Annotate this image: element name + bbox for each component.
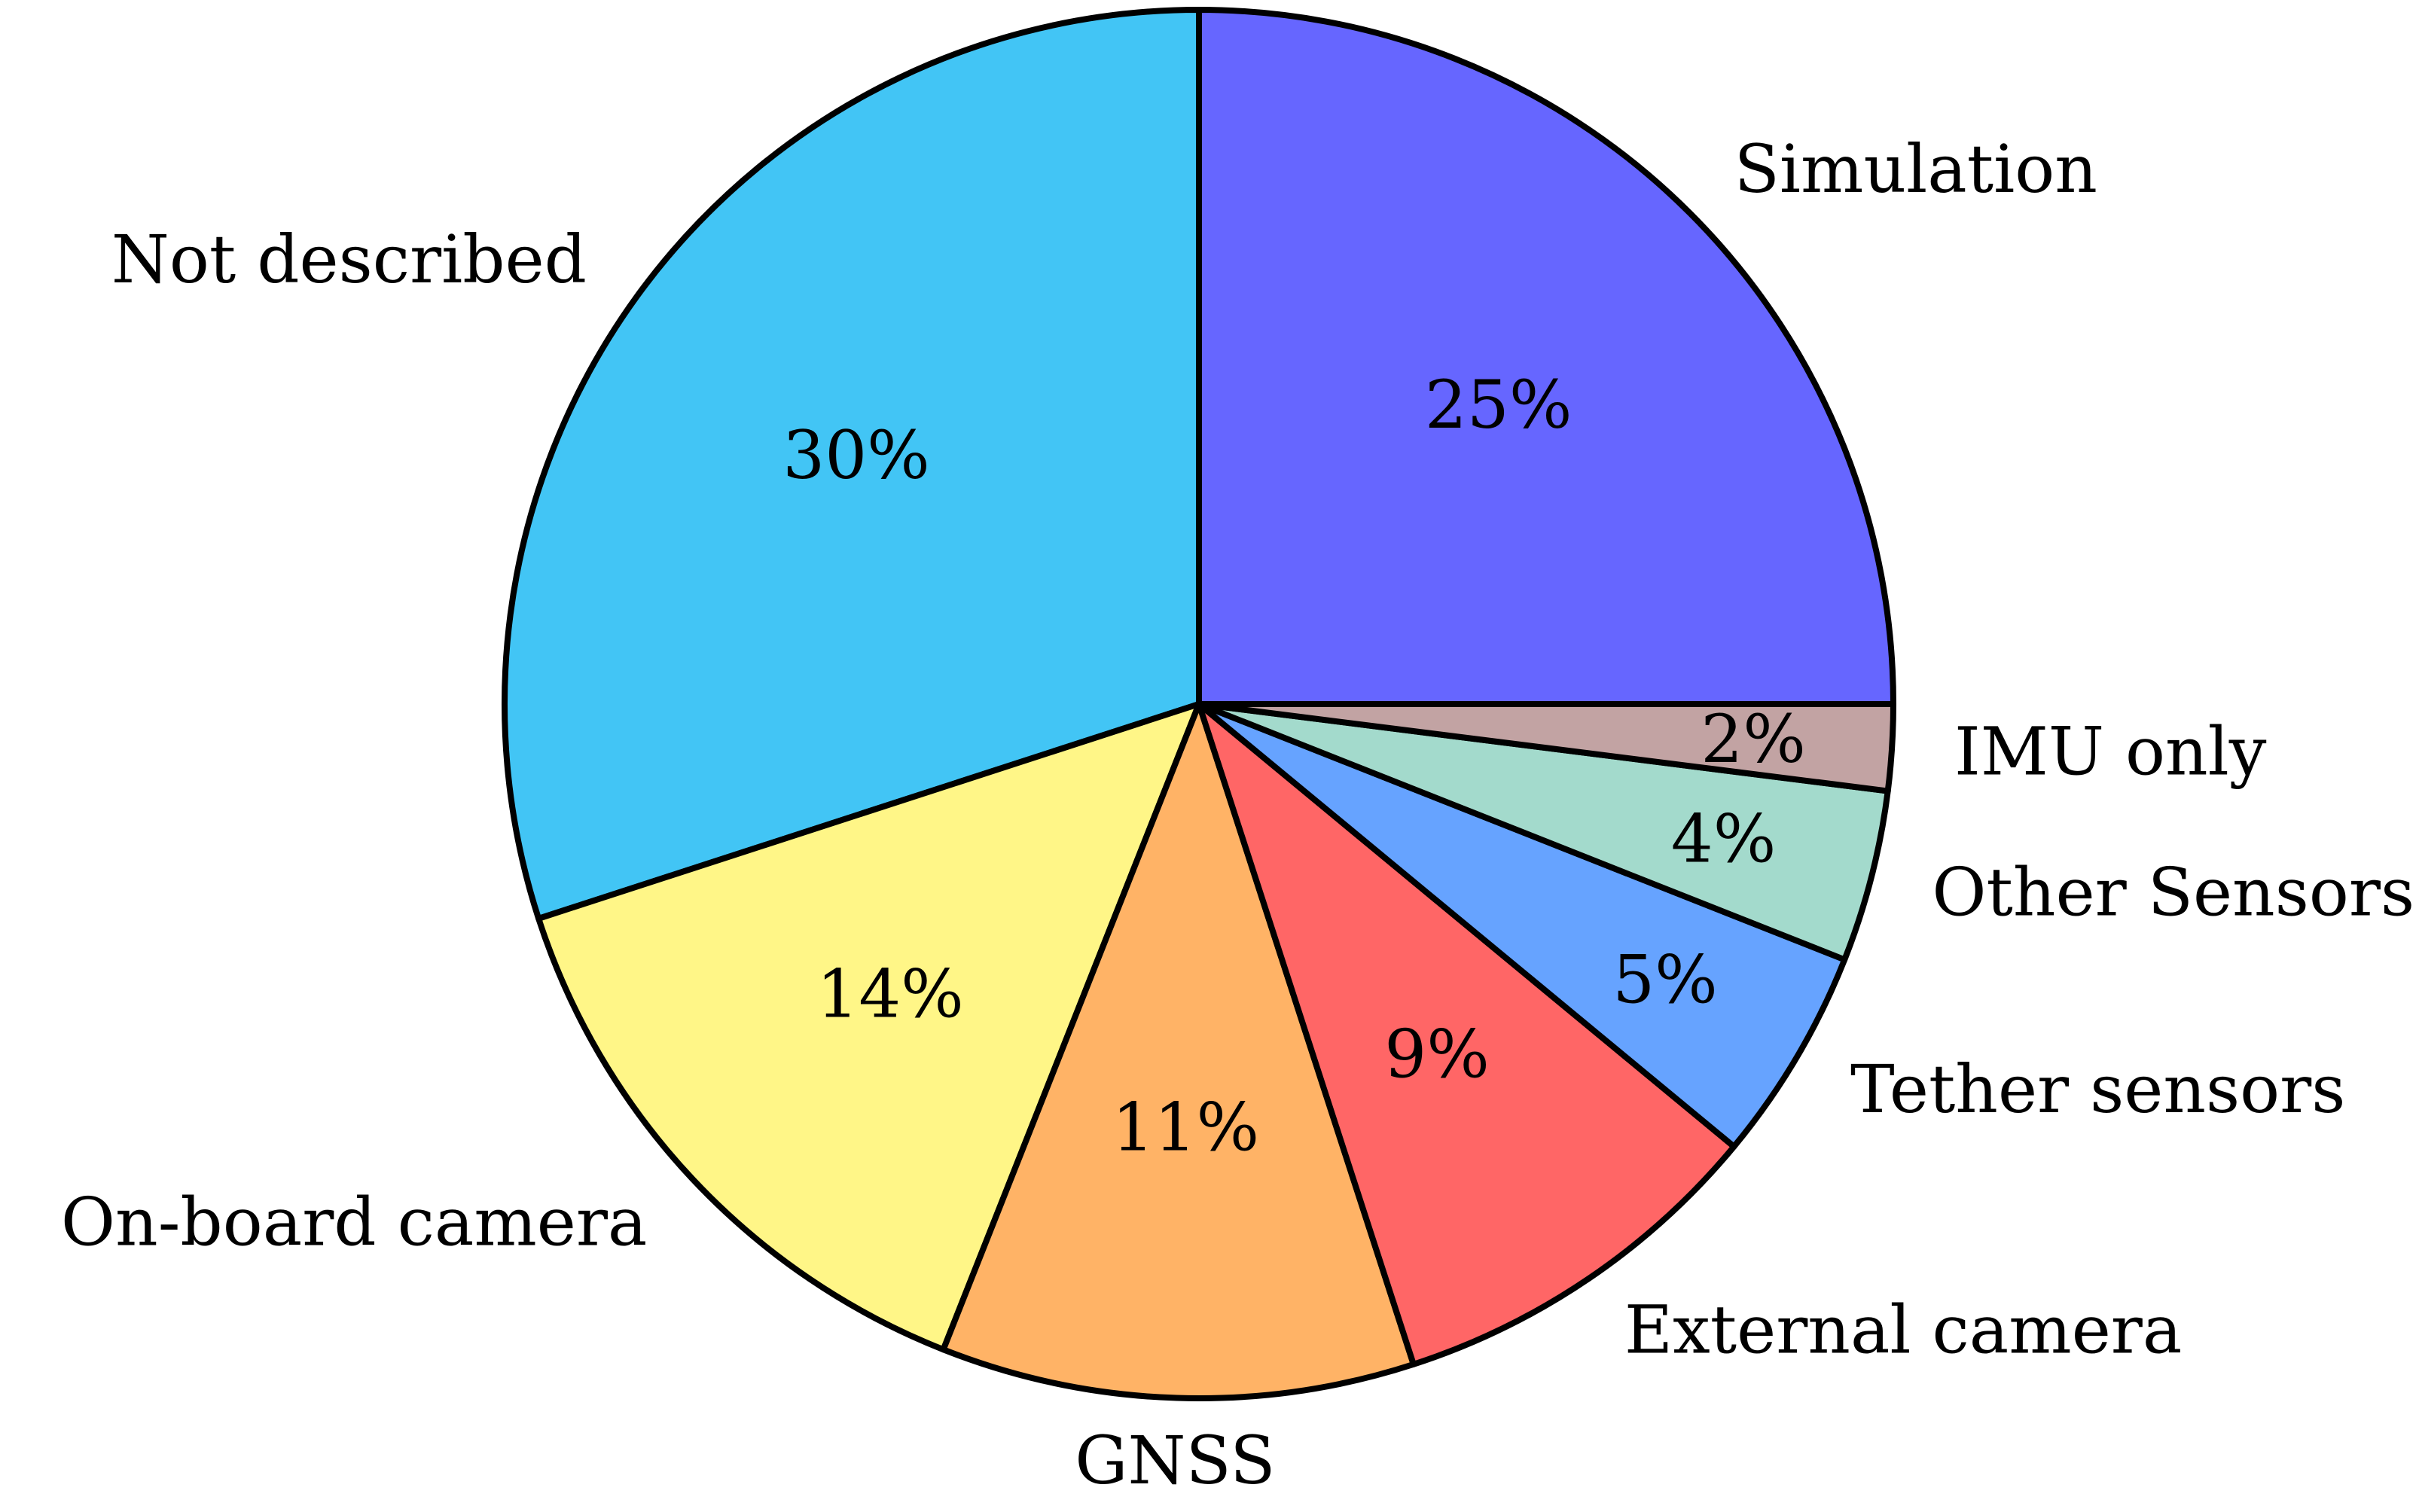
pie-slice-external-camera xyxy=(1196,701,1737,1367)
pie-category-label-imu-only: IMU only xyxy=(1954,713,2267,791)
pie-slice-not-described xyxy=(502,7,1202,922)
pie-category-label-simulation: Simulation xyxy=(1734,130,2097,208)
pie-category-label-on-board-camera: On-board camera xyxy=(61,1184,648,1261)
pie-category-label-gnss: GNSS xyxy=(1075,1422,1275,1499)
pie-slice-on-board-camera xyxy=(535,701,1202,1353)
pie-category-label-other-sensors: Other Sensors xyxy=(1932,853,2414,931)
pie-slice-imu-only xyxy=(1196,701,1896,794)
pie-category-label-not-described: Not described xyxy=(111,221,587,298)
pie-category-label-external-camera: External camera xyxy=(1624,1291,2182,1369)
pie-slice-simulation xyxy=(1196,7,1896,707)
pie-percent-label-simulation: 25% xyxy=(1425,366,1573,444)
pie-category-label-tether-sensors: Tether sensors xyxy=(1850,1050,2345,1128)
pie-percent-label-not-described: 30% xyxy=(782,416,930,494)
pie-percent-labels: 25% 30% 14% 11% 9% 5% 4% 2% xyxy=(782,366,1806,1166)
pie-slice-other-sensors xyxy=(1196,701,1891,963)
pie-slice-gnss xyxy=(940,701,1417,1401)
pie-percent-label-external-camera: 9% xyxy=(1384,1016,1490,1093)
pie-slices xyxy=(502,7,1896,1401)
pie-percent-label-on-board-camera: 14% xyxy=(816,956,964,1033)
pie-percent-label-tether-sensors: 5% xyxy=(1612,941,1718,1019)
pie-percent-label-other-sensors: 4% xyxy=(1671,800,1777,877)
pie-percent-label-imu-only: 2% xyxy=(1701,700,1806,778)
pie-percent-label-gnss: 11% xyxy=(1112,1089,1260,1166)
pie-slice-tether-sensors xyxy=(1196,701,1848,1150)
pie-category-labels: Simulation Not described On-board camera GN… xyxy=(61,130,2414,1499)
